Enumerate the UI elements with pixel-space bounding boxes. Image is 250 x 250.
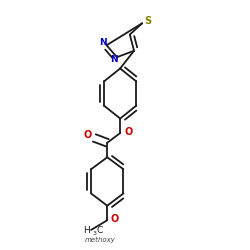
Text: N: N [110, 55, 118, 64]
Text: C: C [97, 226, 103, 235]
Text: O: O [110, 214, 118, 224]
Text: O: O [83, 130, 91, 140]
Text: 3: 3 [92, 231, 96, 236]
Text: methoxy: methoxy [85, 237, 116, 243]
Text: H: H [84, 226, 90, 235]
Text: S: S [144, 16, 152, 26]
Text: O: O [124, 127, 132, 137]
Text: N: N [100, 38, 107, 47]
